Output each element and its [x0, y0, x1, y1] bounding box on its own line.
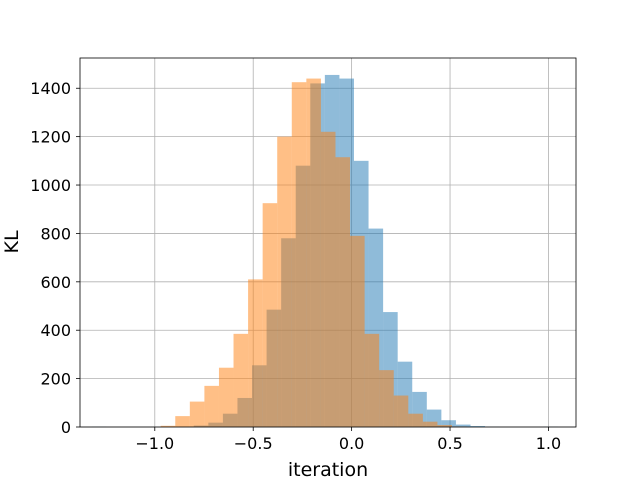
histogram-bar — [437, 425, 452, 427]
histogram-bar — [218, 367, 234, 427]
histogram-bar — [441, 420, 456, 427]
y-tick-label: 0 — [61, 418, 71, 437]
x-axis-label: iteration — [288, 459, 368, 480]
histogram-bar — [233, 333, 249, 427]
y-tick-label: 200 — [40, 370, 71, 389]
y-tick-label: 1200 — [30, 128, 71, 147]
histogram-bar — [422, 421, 438, 427]
histogram-bar — [189, 401, 205, 427]
y-tick-label: 1000 — [30, 176, 71, 195]
histogram-bar — [306, 78, 321, 428]
x-tick-label: 0.0 — [339, 434, 364, 453]
histogram-bar — [379, 370, 394, 427]
histogram-bar — [248, 279, 263, 427]
histogram-bar — [455, 424, 471, 427]
histogram-series-2 — [160, 78, 467, 428]
histogram-bar — [204, 385, 219, 427]
x-tick-label: 1.0 — [536, 434, 561, 453]
histogram-bar — [470, 426, 486, 427]
x-axis-ticks: −1.0 −0.5 0.0 0.5 1.0 — [135, 427, 561, 453]
histogram-bar — [408, 413, 423, 427]
histogram-bar — [291, 82, 307, 428]
histogram-bar — [320, 131, 336, 428]
plot-frame — [79, 57, 577, 428]
y-axis-ticks: 0 200 400 600 800 1000 1200 1400 — [30, 79, 80, 437]
y-axis-label: KL — [1, 230, 23, 253]
x-tick-label: −1.0 — [135, 434, 174, 453]
histogram-bar — [277, 136, 292, 427]
histogram-bar — [393, 395, 409, 427]
x-tick-label: 0.5 — [437, 434, 462, 453]
histogram-bar — [160, 425, 176, 427]
histogram-bars — [91, 74, 558, 428]
y-tick-label: 400 — [40, 321, 71, 340]
histogram-bar — [350, 235, 365, 427]
histogram-bar — [335, 157, 351, 428]
y-tick-label: 800 — [40, 224, 71, 243]
y-tick-label: 1400 — [30, 79, 71, 98]
histogram-bar — [364, 333, 380, 427]
y-tick-label: 600 — [40, 273, 71, 292]
x-tick-label: −0.5 — [234, 434, 273, 453]
histogram-bar — [175, 416, 190, 427]
histogram-bar — [262, 203, 278, 427]
